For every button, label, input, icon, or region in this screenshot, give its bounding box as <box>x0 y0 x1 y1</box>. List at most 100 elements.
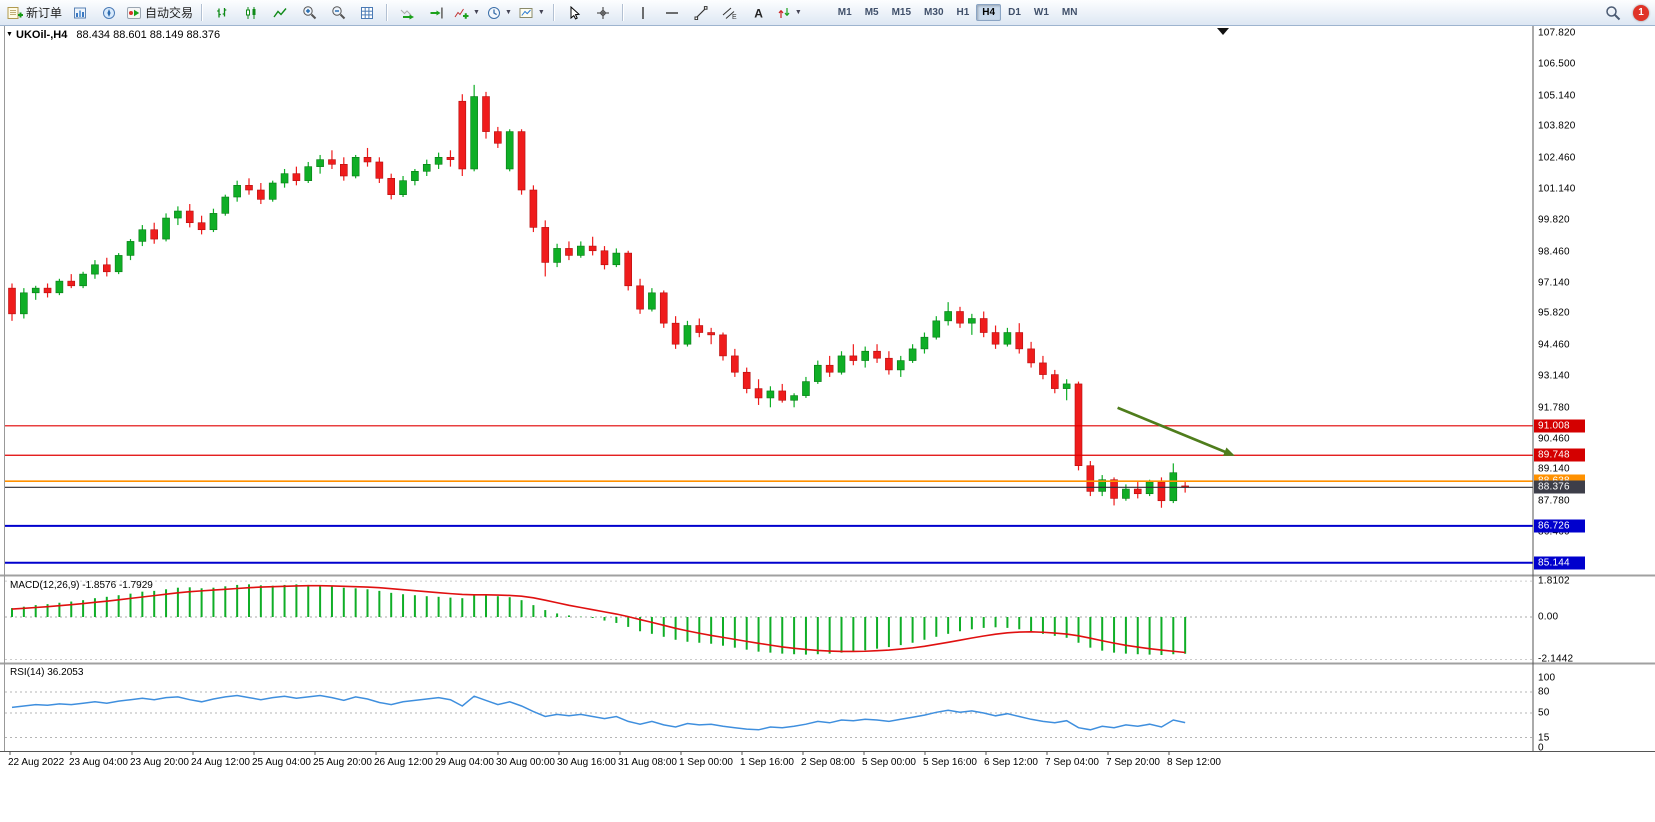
timeframe-button-D1[interactable]: D1 <box>1008 7 1021 18</box>
horizontal-line-tool-button[interactable] <box>658 2 686 23</box>
timeframe-button-M30[interactable]: M30 <box>924 7 944 18</box>
candle-body <box>257 189 265 200</box>
cursor-tool-button[interactable] <box>560 2 588 23</box>
candle-body <box>399 180 407 195</box>
candle-body <box>731 355 739 373</box>
candle-body <box>138 229 147 242</box>
candle-body <box>43 287 52 294</box>
candle-body <box>31 287 40 294</box>
candle-body <box>494 131 502 144</box>
candle-body <box>221 196 230 214</box>
candle-body <box>825 364 834 373</box>
candle-body <box>91 264 99 275</box>
timeframe-button-H1[interactable]: H1 <box>956 7 970 18</box>
candle-body <box>328 159 336 165</box>
market-watch-icon <box>74 7 87 18</box>
chevron-down-icon: ▼ <box>473 9 480 16</box>
rsi-line <box>11 694 1186 731</box>
chart-shift-icon <box>430 7 443 18</box>
tile-windows-button[interactable] <box>353 2 381 23</box>
market-watch-button[interactable] <box>66 2 94 23</box>
notification-badge[interactable]: 1 <box>1633 4 1649 21</box>
timeframe-button-MN[interactable]: MN <box>1061 7 1078 18</box>
candle-body <box>707 332 715 336</box>
candle-body <box>802 381 810 396</box>
candle-body <box>766 390 775 399</box>
candle-body <box>541 227 550 263</box>
trendline-tool-button[interactable] <box>687 2 715 23</box>
zoom-out-button[interactable] <box>324 2 352 23</box>
crosshair-tool-button[interactable] <box>589 2 617 23</box>
candle-body <box>588 245 597 252</box>
candle-body <box>55 280 64 294</box>
candle-body <box>873 350 881 359</box>
trend-arrow-head[interactable] <box>1223 447 1235 456</box>
arrows-tool-button[interactable]: ▼ <box>774 2 805 23</box>
candle-body <box>1157 481 1166 502</box>
candle-body <box>1062 383 1071 389</box>
toolbar-separator <box>201 4 204 21</box>
candle-body <box>695 325 704 333</box>
candle-body <box>422 164 431 172</box>
timeframe-button-W1[interactable]: W1 <box>1033 7 1049 18</box>
candlestick-mode-button[interactable] <box>237 2 265 23</box>
candle-body <box>1098 479 1106 492</box>
candle-body <box>8 287 16 315</box>
candle-body <box>280 173 289 184</box>
navigator-button[interactable] <box>95 2 123 23</box>
toolbar-separator <box>552 4 555 21</box>
candle-body <box>387 178 396 195</box>
vertical-line-tool-button[interactable] <box>629 2 657 23</box>
candle-body <box>671 322 680 345</box>
crosshair-icon <box>596 6 609 19</box>
chart-shift-button[interactable] <box>422 2 450 23</box>
candle-body <box>316 159 324 167</box>
candle-body <box>446 156 455 160</box>
candle-body <box>1039 362 1047 375</box>
candle-body <box>837 355 846 373</box>
indicators-button[interactable]: ▼ <box>451 2 483 23</box>
candle-body <box>150 229 158 240</box>
candle-body <box>1003 332 1012 345</box>
new-order-button[interactable]: 新订单 <box>4 2 65 23</box>
periods-button[interactable]: ▼ <box>484 2 515 23</box>
candle-body <box>292 173 301 181</box>
equidistant-channel-tool-button[interactable]: E <box>716 2 744 23</box>
candle-body <box>1086 465 1095 492</box>
bar-chart-mode-button[interactable] <box>208 2 236 23</box>
auto-scroll-button[interactable] <box>393 2 421 23</box>
candle-body <box>813 364 822 382</box>
candle-body <box>529 189 538 228</box>
timeframe-button-H4[interactable]: H4 <box>976 4 1002 21</box>
candle-body <box>351 156 360 177</box>
timeframe-button-M15[interactable]: M15 <box>891 7 912 18</box>
auto-trading-label: 自动交易 <box>145 6 194 20</box>
candle-body <box>968 318 976 324</box>
timeframe-button-M5[interactable]: M5 <box>864 7 879 18</box>
templates-button[interactable]: ▼ <box>516 2 548 23</box>
candlestick-icon <box>246 6 256 19</box>
candle-body <box>648 292 656 310</box>
candle-body <box>245 185 253 191</box>
candle-body <box>683 325 692 345</box>
template-icon <box>519 7 533 18</box>
search-button[interactable] <box>1599 2 1627 23</box>
timeframe-toolbar: M1 M5 M15 M30 H1 H4 D1 W1 MN <box>832 4 1084 21</box>
line-chart-mode-button[interactable] <box>266 2 294 23</box>
timeframe-button-M1[interactable]: M1 <box>837 7 852 18</box>
text-tool-button[interactable]: A <box>745 2 773 23</box>
line-chart-icon <box>273 7 287 17</box>
candle-body <box>209 213 218 231</box>
candle-body <box>375 161 384 179</box>
candle-body <box>624 252 633 287</box>
symbol-dropdown-icon[interactable]: ▼ <box>6 31 13 38</box>
trend-arrow-line[interactable] <box>1117 406 1230 455</box>
chart-background <box>0 25 1655 822</box>
zoom-in-button[interactable] <box>295 2 323 23</box>
horizontal-line-icon <box>665 11 678 14</box>
auto-trading-button[interactable]: 自动交易 <box>124 2 196 23</box>
toolbar-separator <box>621 4 624 21</box>
navigator-icon <box>103 6 116 19</box>
